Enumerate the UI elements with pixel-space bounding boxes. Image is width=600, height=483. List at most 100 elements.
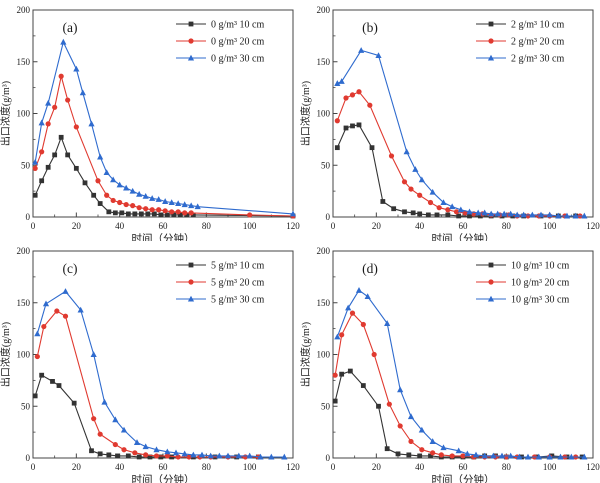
legend-label: 2 g/m³ 30 cm — [511, 54, 564, 65]
circle-marker — [360, 321, 366, 328]
y-tick-label: 150 — [317, 57, 331, 67]
triangle-marker — [198, 451, 206, 458]
triangle-marker — [224, 452, 232, 459]
y-tick-label: 200 — [17, 246, 31, 256]
circle-marker — [356, 89, 362, 95]
triangle-marker — [507, 452, 514, 459]
square-marker — [125, 453, 131, 459]
x-tick-label: 60 — [459, 221, 469, 231]
triangle-marker — [289, 210, 297, 217]
y-axis-label: 出口浓度(g/m³) — [300, 81, 312, 146]
square-marker — [356, 122, 362, 128]
square-marker — [380, 199, 386, 204]
square-marker — [138, 211, 144, 217]
legend-label: 5 g/m³ 30 cm — [211, 295, 264, 306]
square-marker — [39, 178, 45, 184]
triangle-marker — [79, 89, 86, 96]
square-marker — [188, 21, 194, 27]
square-marker — [97, 451, 103, 457]
subplot-c: 0 20 40 60 80 100 120 0 50 100 150 200 时间（分钟） 出口浓度(g/… — [0, 246, 300, 483]
triangle-marker — [112, 416, 119, 423]
square-marker — [171, 212, 177, 218]
triangle-marker — [34, 330, 41, 337]
y-tick-label: 50 — [321, 160, 331, 170]
triangle-marker — [77, 306, 84, 313]
circle-marker — [95, 178, 101, 184]
x-tick-label: 40 — [115, 462, 125, 472]
series-line — [336, 124, 576, 217]
square-marker — [169, 454, 175, 460]
square-marker — [73, 165, 79, 171]
triangle-marker — [572, 212, 579, 219]
circle-marker — [149, 207, 155, 213]
x-axis-label: 时间（分钟） — [132, 232, 195, 241]
square-marker — [106, 452, 112, 458]
x-tick-label: 100 — [543, 221, 557, 231]
y-tick-label: 0 — [26, 453, 31, 463]
square-marker — [136, 454, 142, 460]
triangle-marker — [555, 212, 562, 219]
triangle-marker — [142, 443, 149, 450]
circle-marker — [156, 207, 162, 213]
square-marker — [52, 152, 58, 158]
triangle-marker — [487, 295, 495, 302]
legend-label: 0 g/m³ 20 cm — [211, 37, 264, 48]
square-marker — [428, 453, 433, 459]
triangle-marker — [364, 293, 371, 300]
square-marker — [164, 212, 170, 218]
square-marker — [488, 262, 494, 268]
triangle-marker — [181, 201, 188, 208]
subplot-a: 0 20 40 60 80 100 120 0 50 100 150 200 时间（分钟） 出口浓度(g/… — [0, 5, 300, 241]
triangle-marker — [568, 453, 575, 460]
circle-marker — [175, 209, 181, 215]
x-axis-label: 时间（分钟） — [432, 473, 495, 483]
series-line — [34, 40, 294, 215]
triangle-marker — [235, 452, 242, 459]
triangle-marker — [101, 398, 108, 405]
triangle-marker — [338, 78, 345, 84]
legend-label: 10 g/m³ 10 cm — [511, 261, 569, 272]
series-line — [34, 76, 294, 217]
circle-marker — [143, 206, 149, 212]
square-marker — [106, 209, 112, 215]
circle-marker — [242, 454, 248, 460]
square-marker — [417, 211, 423, 217]
triangle-marker — [142, 193, 149, 199]
triangle-marker — [149, 195, 156, 201]
triangle-marker — [136, 190, 143, 197]
triangle-marker — [481, 452, 488, 459]
triangle-marker — [498, 452, 506, 459]
circle-marker — [503, 454, 509, 460]
square-marker — [402, 209, 407, 215]
triangle-marker — [407, 413, 415, 420]
legend-label: 0 g/m³ 30 cm — [211, 54, 264, 65]
triangle-marker — [268, 453, 275, 460]
triangle-marker — [384, 320, 391, 326]
triangle-marker — [464, 450, 471, 457]
square-marker — [151, 211, 157, 217]
circle-marker — [143, 452, 149, 458]
circle-marker — [367, 102, 373, 108]
square-marker — [456, 213, 462, 219]
x-tick-label: 120 — [286, 462, 300, 472]
triangle-marker — [449, 203, 456, 210]
y-tick-label: 0 — [26, 212, 31, 222]
circle-marker — [436, 205, 442, 211]
circle-marker — [445, 207, 451, 213]
y-tick-label: 0 — [326, 212, 331, 222]
triangle-marker — [429, 188, 436, 195]
circle-marker — [408, 186, 414, 192]
square-marker — [112, 210, 118, 216]
triangle-marker — [42, 300, 50, 307]
circle-marker — [188, 210, 194, 216]
square-marker — [477, 213, 483, 219]
circle-marker — [438, 452, 444, 458]
triangle-marker — [514, 211, 521, 218]
x-tick-label: 20 — [372, 221, 382, 231]
x-tick-label: 0 — [331, 221, 336, 231]
circle-marker — [54, 308, 60, 314]
triangle-marker — [190, 451, 197, 458]
y-tick-label: 200 — [17, 5, 31, 15]
triangle-marker — [440, 199, 447, 206]
legend-label: 2 g/m³ 10 cm — [511, 20, 564, 31]
